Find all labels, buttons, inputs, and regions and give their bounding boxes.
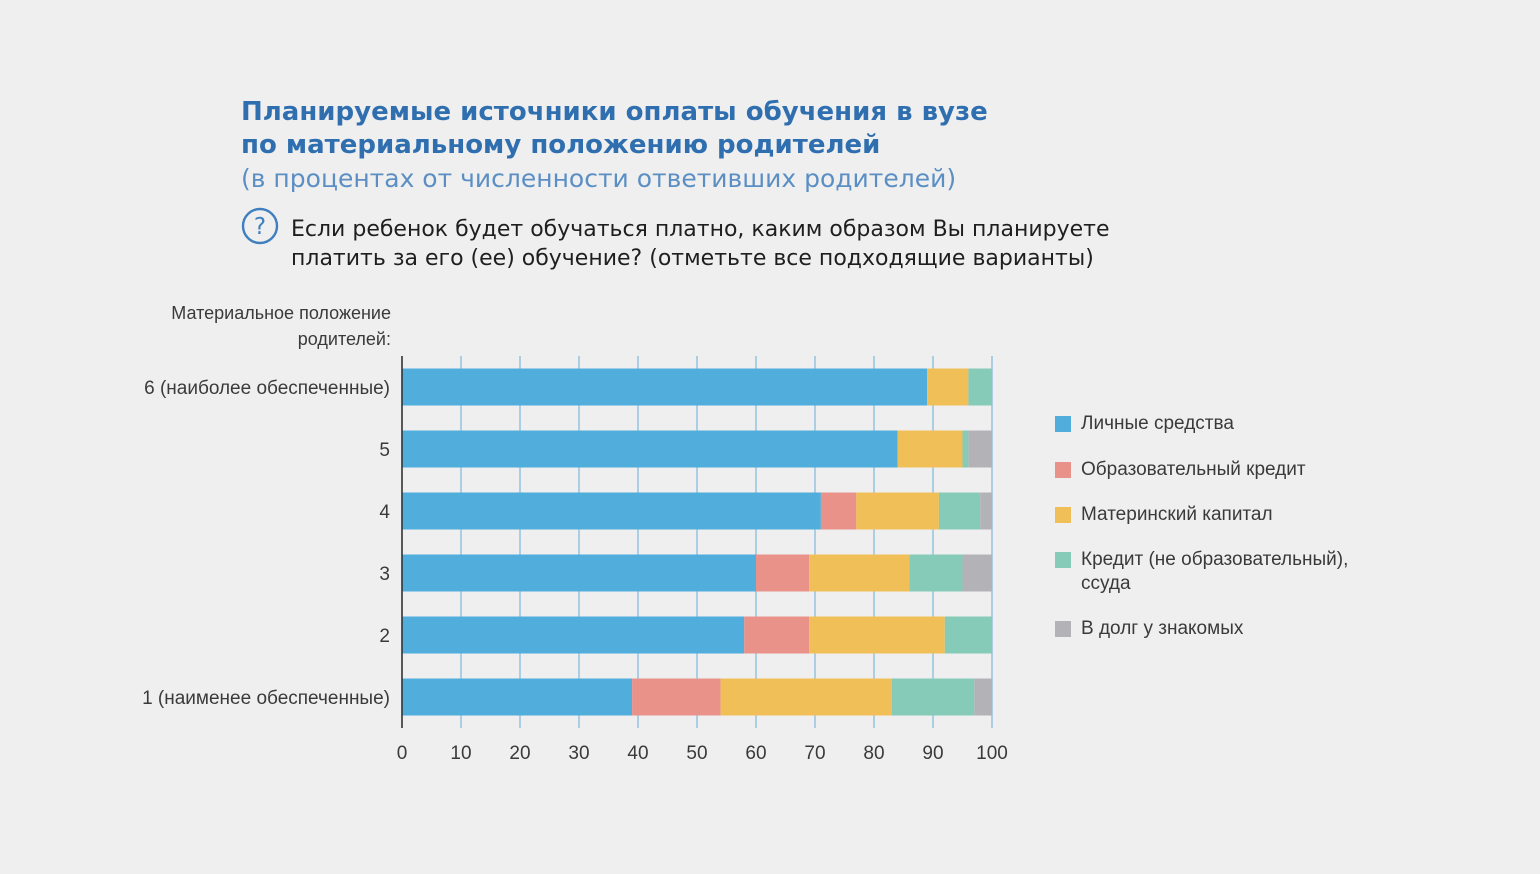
- x-tick-label: 90: [922, 743, 943, 764]
- legend-item-education-loan: Образовательный кредит: [1055, 458, 1415, 482]
- bar-segment: [402, 678, 633, 716]
- bar-segment: [720, 678, 892, 716]
- bar-segment: [891, 678, 975, 716]
- legend-label: Кредит (не образовательный), ссуда: [1081, 549, 1349, 594]
- bar-segment: [632, 678, 721, 716]
- x-tick-label: 10: [450, 743, 471, 764]
- legend-label: Образовательный кредит: [1081, 459, 1306, 480]
- legend-swatch: [1055, 621, 1071, 637]
- bar-segment: [968, 368, 992, 406]
- bar-segment: [402, 492, 821, 530]
- chart-title-line-2: по материальному положению родителей: [241, 130, 881, 160]
- legend-label: В долг у знакомых: [1081, 618, 1244, 639]
- svg-text:?: ?: [254, 214, 266, 240]
- legend-item-debt-from-friends: В долг у знакомых: [1055, 617, 1415, 641]
- y-tick-label: 1 (наименее обеспеченные): [142, 688, 390, 709]
- bar-segment: [402, 368, 928, 406]
- legend-label: Личные средства: [1081, 413, 1234, 434]
- bar-segment: [744, 616, 810, 654]
- x-tick-label: 70: [804, 743, 825, 764]
- x-tick-label: 40: [627, 743, 648, 764]
- bar-segment: [944, 616, 992, 654]
- x-tick-label: 0: [397, 743, 408, 764]
- chart-title-line-1: Планируемые источники оплаты обучения в …: [241, 97, 988, 127]
- legend-swatch: [1055, 552, 1071, 568]
- bar-segment: [402, 554, 756, 592]
- bar-segment: [980, 492, 992, 530]
- bar-segment: [938, 492, 981, 530]
- x-tick-label: 20: [509, 743, 530, 764]
- legend-item-maternity-capital: Материнский капитал: [1055, 503, 1415, 527]
- x-tick-label: 30: [568, 743, 589, 764]
- question-circle-icon: ?: [241, 207, 279, 245]
- y-axis-title-line-2: родителей:: [297, 329, 391, 349]
- x-tick-label: 80: [863, 743, 884, 764]
- x-tick-label: 50: [686, 743, 707, 764]
- bar-segment: [962, 554, 992, 592]
- bar-segment: [856, 492, 939, 530]
- legend-swatch: [1055, 507, 1071, 523]
- chart-title: Планируемые источники оплаты обучения в …: [241, 96, 988, 162]
- bar-segment: [402, 430, 898, 468]
- y-tick-label: 4: [379, 502, 390, 523]
- y-tick-label: 6 (наиболее обеспеченные): [144, 378, 390, 399]
- legend-label: Материнский капитал: [1081, 504, 1273, 525]
- y-axis-title: Материальное положение родителей:: [100, 300, 391, 352]
- x-tick-label: 60: [745, 743, 766, 764]
- legend-item-personal-funds: Личные средства: [1055, 412, 1415, 436]
- bar-segment: [897, 430, 963, 468]
- y-tick-label: 3: [379, 564, 390, 585]
- bar-segment: [909, 554, 963, 592]
- bar-segment: [809, 616, 945, 654]
- bar-segment: [756, 554, 810, 592]
- legend-swatch: [1055, 416, 1071, 432]
- bar-segment: [962, 430, 969, 468]
- survey-question: Если ребенок будет обучаться платно, как…: [291, 215, 1251, 273]
- bar-segment: [402, 616, 745, 654]
- chart-subtitle: (в процентах от численности ответивших р…: [241, 164, 957, 193]
- y-tick-label: 5: [379, 440, 390, 461]
- bar-segment: [820, 492, 857, 530]
- legend-item-loan: Кредит (не образовательный), ссуда: [1055, 548, 1415, 596]
- survey-question-line-1: Если ребенок будет обучаться платно, как…: [291, 217, 1110, 242]
- bar-segment: [974, 678, 992, 716]
- x-tick-label: 100: [976, 743, 1008, 764]
- legend-swatch: [1055, 462, 1071, 478]
- survey-question-line-2: платить за его (ее) обучение? (отметьте …: [291, 246, 1094, 271]
- bar-segment: [968, 430, 992, 468]
- bar-segment: [927, 368, 969, 406]
- y-axis-title-line-1: Материальное положение: [171, 303, 391, 323]
- y-tick-label: 2: [379, 626, 390, 647]
- bar-segment: [809, 554, 910, 592]
